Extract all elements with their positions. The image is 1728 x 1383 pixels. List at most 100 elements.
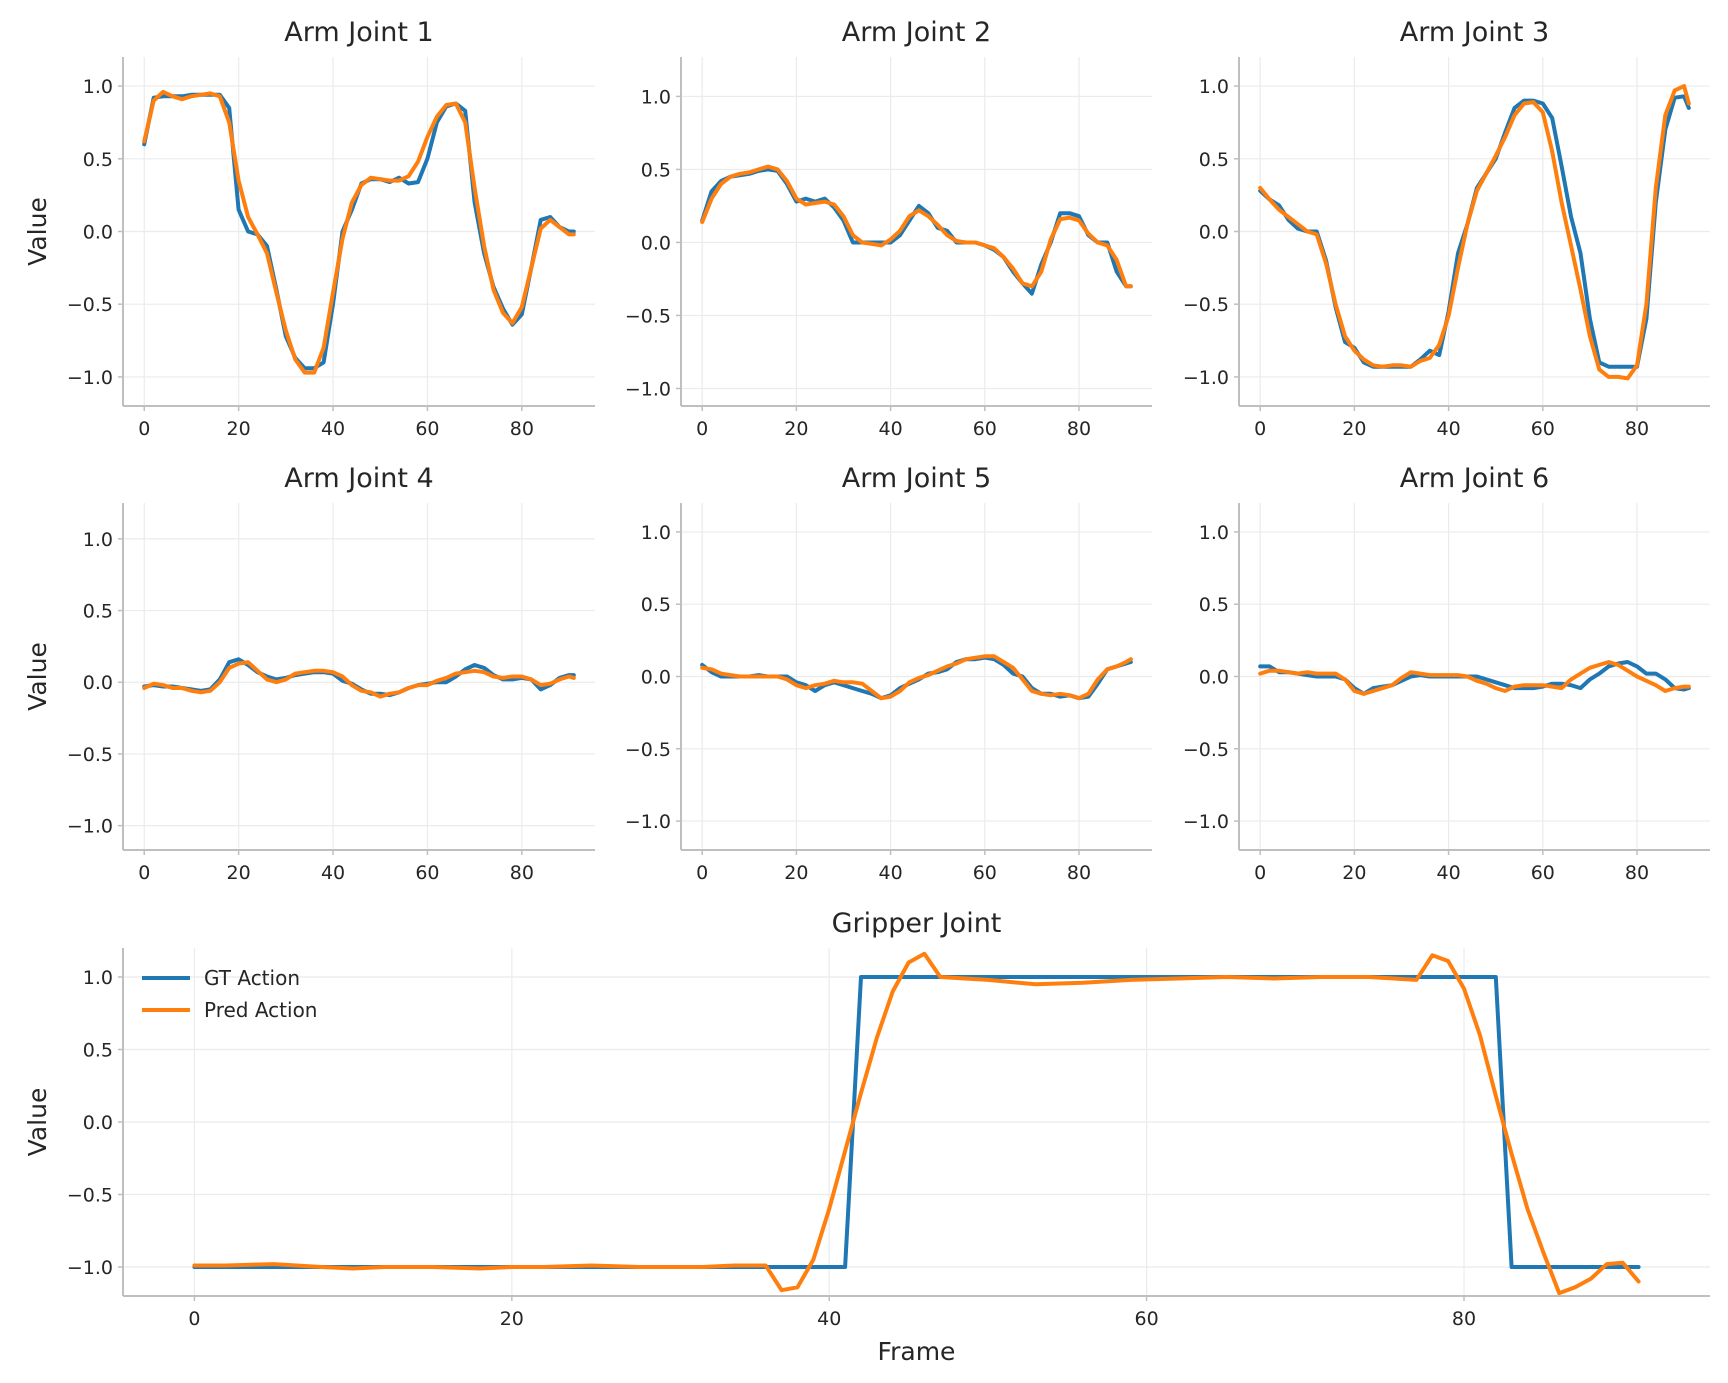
panel-title: Arm Joint 3 (1400, 17, 1549, 48)
x-tick-label: 20 (227, 418, 251, 440)
x-tick-label: 20 (784, 418, 808, 440)
x-tick-label: 40 (879, 862, 903, 884)
panel-title: Arm Joint 2 (842, 17, 991, 48)
y-tick-label: −0.5 (1183, 739, 1229, 761)
y-tick-label: −1.0 (625, 378, 671, 400)
y-axis-label: Value (23, 1088, 52, 1157)
x-tick-label: 60 (973, 862, 997, 884)
x-tick-label: 40 (879, 418, 903, 440)
y-tick-label: 1.0 (641, 86, 671, 108)
x-tick-label: 40 (1437, 862, 1461, 884)
y-tick-label: 1.0 (83, 76, 113, 98)
series-line-pred-action (142, 660, 576, 699)
y-tick-label: 0.0 (641, 667, 671, 689)
y-tick-label: 0.5 (1199, 594, 1229, 616)
x-tick-label: 0 (138, 418, 150, 440)
y-tick-label: 0.0 (1199, 667, 1229, 689)
panel-6: 0 20 40 60 80 −1.0 −0.5 0.0 0.5 1.0 Arm Joint 6 (1183, 463, 1710, 884)
y-tick-label: −0.5 (67, 294, 113, 316)
panel-title: Arm Joint 1 (284, 17, 433, 48)
y-tick-label: −1.0 (67, 367, 113, 389)
x-tick-label: 40 (817, 1308, 841, 1330)
x-tick-label: 80 (1067, 418, 1091, 440)
y-tick-label: −1.0 (67, 816, 113, 838)
x-tick-label: 80 (510, 862, 534, 884)
y-tick-label: −1.0 (1183, 811, 1229, 833)
x-tick-label: 20 (500, 1308, 524, 1330)
panel-5: 0 20 40 60 80 −1.0 −0.5 0.0 0.5 1.0 Arm Joint 5 (625, 463, 1152, 884)
x-tick-label: 20 (784, 862, 808, 884)
x-tick-label: 80 (1625, 418, 1649, 440)
x-tick-label: 40 (321, 418, 345, 440)
y-tick-label: 1.0 (83, 529, 113, 551)
panel-2: 0 20 40 60 80 −1.0 −0.5 0.0 0.5 1.0 Arm Joint 2 (625, 17, 1152, 440)
y-tick-label: −0.5 (625, 305, 671, 327)
series-line-pred-action (142, 89, 576, 375)
panel-1: 0 20 40 60 80 −1.0 −0.5 0.0 0.5 1.0 Arm Joint 1 Val… (23, 17, 595, 440)
y-tick-label: 0.0 (1199, 222, 1229, 244)
x-tick-label: 20 (227, 862, 251, 884)
y-axis-label: Value (23, 642, 52, 711)
x-tick-label: 0 (138, 862, 150, 884)
y-tick-label: 0.5 (83, 1040, 113, 1062)
x-tick-label: 80 (1625, 862, 1649, 884)
legend: GT Action Pred Action (142, 966, 318, 1022)
x-tick-label: 80 (1452, 1308, 1476, 1330)
y-tick-label: −0.5 (67, 1185, 113, 1207)
y-tick-label: −1.0 (1183, 367, 1229, 389)
y-tick-label: 1.0 (83, 967, 113, 989)
series-line-pred-action (1258, 84, 1691, 381)
y-tick-label: 0.0 (83, 222, 113, 244)
x-tick-label: 40 (1437, 418, 1461, 440)
y-tick-label: −1.0 (67, 1257, 113, 1279)
series-line-pred-action (192, 951, 1641, 1296)
x-tick-label: 0 (1254, 862, 1266, 884)
y-tick-label: 1.0 (1199, 522, 1229, 544)
y-tick-label: 0.5 (641, 594, 671, 616)
y-tick-label: 0.0 (83, 672, 113, 694)
series-line-pred-action (700, 164, 1133, 289)
legend-label: Pred Action (204, 998, 318, 1022)
x-tick-label: 60 (1135, 1308, 1159, 1330)
series-line-gt-action (1258, 660, 1691, 696)
legend-label: GT Action (204, 966, 300, 990)
x-tick-label: 0 (696, 862, 708, 884)
panel-7: 0 20 40 60 80 −1.0 −0.5 0.0 0.5 1.0 Gripper Joint V… (23, 908, 1710, 1366)
y-tick-label: −0.5 (1183, 294, 1229, 316)
x-tick-label: 20 (1342, 418, 1366, 440)
y-tick-label: 1.0 (1199, 76, 1229, 98)
y-tick-label: 0.5 (1199, 149, 1229, 171)
series-line-pred-action (1258, 660, 1691, 696)
panel-3: 0 20 40 60 80 −1.0 −0.5 0.0 0.5 1.0 Arm Joint 3 (1183, 17, 1710, 440)
y-tick-label: 0.5 (83, 149, 113, 171)
y-tick-label: −1.0 (625, 811, 671, 833)
y-tick-label: −0.5 (67, 744, 113, 766)
x-tick-label: 80 (1067, 862, 1091, 884)
y-tick-label: 1.0 (641, 522, 671, 544)
panel-title: Arm Joint 5 (842, 463, 991, 494)
series-line-gt-action (700, 167, 1133, 296)
y-axis-label: Value (23, 197, 52, 266)
y-tick-label: 0.5 (641, 159, 671, 181)
y-tick-label: 0.0 (83, 1112, 113, 1134)
x-tick-label: 60 (415, 418, 439, 440)
panel-title: Arm Joint 4 (284, 463, 433, 494)
y-tick-label: −0.5 (625, 739, 671, 761)
y-tick-label: 0.0 (641, 232, 671, 254)
x-tick-label: 20 (1342, 862, 1366, 884)
x-tick-label: 60 (415, 862, 439, 884)
panel-4: 0 20 40 60 80 −1.0 −0.5 0.0 0.5 1.0 Arm Joint 4 Val… (23, 463, 595, 884)
x-axis-label: Frame (878, 1337, 956, 1366)
series-line-pred-action (700, 654, 1133, 701)
x-tick-label: 0 (696, 418, 708, 440)
x-tick-label: 40 (321, 862, 345, 884)
panel-title: Gripper Joint (832, 908, 1002, 939)
x-tick-label: 0 (1254, 418, 1266, 440)
y-tick-label: 0.5 (83, 601, 113, 623)
x-tick-label: 80 (510, 418, 534, 440)
panel-title: Arm Joint 6 (1400, 463, 1549, 494)
x-tick-label: 60 (973, 418, 997, 440)
x-tick-label: 0 (188, 1308, 200, 1330)
x-tick-label: 60 (1531, 862, 1555, 884)
